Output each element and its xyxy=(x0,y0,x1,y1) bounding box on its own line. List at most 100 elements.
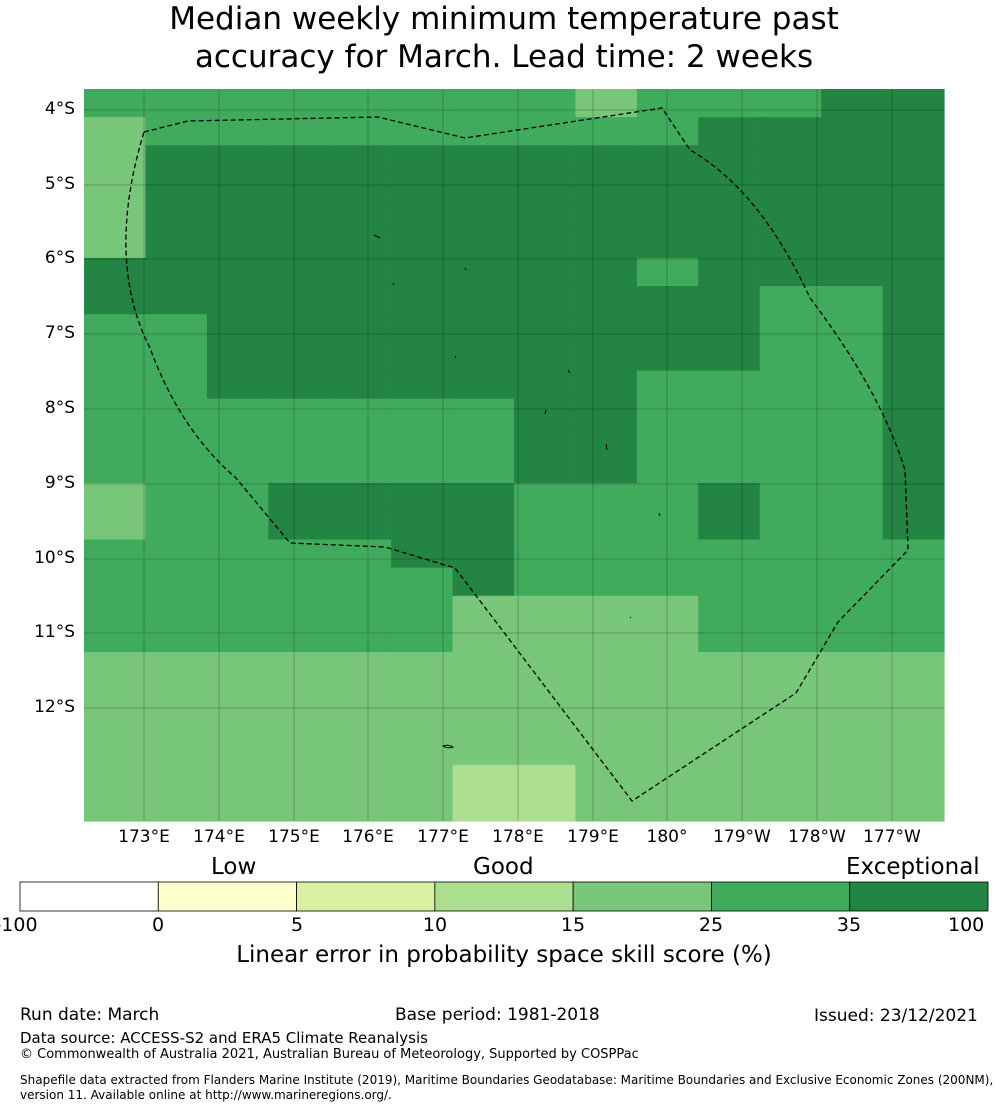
skill-cell xyxy=(145,764,208,794)
skill-cell xyxy=(882,314,945,343)
colorbar-tick: 5 xyxy=(290,914,304,936)
skill-cell xyxy=(452,426,515,456)
skill-cell xyxy=(329,173,392,203)
skill-cell xyxy=(514,455,577,484)
skill-cell xyxy=(575,173,638,203)
skill-cell xyxy=(206,257,269,287)
skill-cell xyxy=(514,539,577,569)
skill-cell xyxy=(329,398,392,428)
skill-cell xyxy=(575,764,638,794)
skill-cell xyxy=(514,89,577,118)
skill-cell xyxy=(206,286,269,315)
skill-cell xyxy=(391,764,454,794)
skill-cell xyxy=(391,483,454,512)
skill-cell xyxy=(514,567,577,597)
skill-cell xyxy=(821,539,884,569)
skill-cell xyxy=(84,652,147,681)
skill-cell xyxy=(514,426,577,456)
skill-cell xyxy=(759,792,822,822)
skill-cell xyxy=(391,792,454,822)
lon-label: 174°E xyxy=(193,827,245,847)
skill-cell xyxy=(759,539,822,569)
skill-cell xyxy=(636,539,699,569)
skill-cell xyxy=(452,201,515,231)
lat-label: 5°S xyxy=(44,174,75,194)
skill-cell xyxy=(329,623,392,653)
skill-cell xyxy=(329,680,392,709)
skill-cell xyxy=(759,426,822,456)
skill-cell xyxy=(759,257,822,287)
skill-cell xyxy=(636,455,699,484)
colorbar-tick: -100 xyxy=(0,914,38,936)
skill-cell xyxy=(514,483,577,512)
skill-cell xyxy=(329,426,392,456)
skill-cell xyxy=(329,455,392,484)
skill-cell xyxy=(206,173,269,203)
skill-cell xyxy=(84,370,147,400)
skill-cell xyxy=(329,764,392,794)
skill-cell xyxy=(514,117,577,146)
skill-cell xyxy=(268,314,331,343)
skill-cell xyxy=(698,567,761,597)
lat-label: 11°S xyxy=(34,622,75,642)
skill-cell xyxy=(821,595,884,625)
skill-cell xyxy=(329,736,392,766)
skill-cell xyxy=(821,145,884,175)
colorbar-tick: 35 xyxy=(836,914,862,936)
skill-cell xyxy=(698,257,761,287)
island xyxy=(629,616,632,619)
skill-cell xyxy=(514,342,577,372)
skill-cell xyxy=(575,511,638,541)
issued-date: Issued: 23/12/2021 xyxy=(814,1006,978,1026)
colorbar-tick: 10 xyxy=(422,914,448,936)
shapefile-credit-line-1: Shapefile data extracted from Flanders M… xyxy=(20,1073,994,1087)
skill-cell xyxy=(329,595,392,625)
island xyxy=(454,355,457,359)
skill-cell xyxy=(636,257,699,287)
skill-cell xyxy=(575,145,638,175)
island xyxy=(392,282,395,286)
lon-label: 176°E xyxy=(342,827,394,847)
skill-cell xyxy=(698,342,761,372)
skill-cell xyxy=(636,623,699,653)
map-title: Median weekly minimum temperature past a… xyxy=(0,0,1008,76)
skill-cell xyxy=(882,792,945,822)
skill-cell xyxy=(145,567,208,597)
skill-cell xyxy=(268,567,331,597)
skill-cell xyxy=(821,286,884,315)
skill-cell xyxy=(821,89,884,118)
skill-cell xyxy=(206,680,269,709)
skill-cell xyxy=(206,145,269,175)
skill-cell xyxy=(452,257,515,287)
skill-cell xyxy=(391,595,454,625)
skill-cell xyxy=(698,286,761,315)
skill-cell xyxy=(882,89,945,118)
skill-cell xyxy=(882,229,945,259)
skill-cell xyxy=(268,201,331,231)
colorbar-tick: 15 xyxy=(560,914,586,936)
skill-cell xyxy=(759,229,822,259)
skill-cell xyxy=(145,680,208,709)
skill-cell xyxy=(329,652,392,681)
skill-cell xyxy=(821,117,884,146)
skill-cell xyxy=(84,511,147,541)
skill-cell xyxy=(452,623,515,653)
skill-cell xyxy=(636,398,699,428)
skill-cell xyxy=(452,314,515,343)
title-line-1: Median weekly minimum temperature past xyxy=(169,1,839,37)
skill-cell xyxy=(145,201,208,231)
skill-cell xyxy=(882,567,945,597)
skill-cell xyxy=(84,764,147,794)
skill-cell xyxy=(391,286,454,315)
colorbar-segment xyxy=(434,881,574,912)
skill-cell xyxy=(575,426,638,456)
skill-cell xyxy=(882,286,945,315)
skill-cell xyxy=(206,426,269,456)
skill-cell xyxy=(206,736,269,766)
skill-cell xyxy=(452,511,515,541)
skill-cell xyxy=(206,398,269,428)
skill-cell xyxy=(514,229,577,259)
skill-cell xyxy=(821,792,884,822)
skill-cell xyxy=(882,173,945,203)
